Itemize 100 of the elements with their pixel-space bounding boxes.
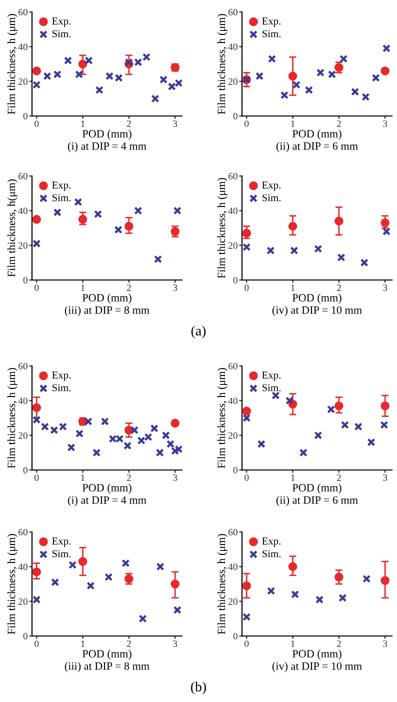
- point: [242, 612, 251, 621]
- y-axis-title: Film thickness, h (μm): [217, 368, 228, 468]
- y-tick-label: 60: [228, 172, 238, 180]
- point: [32, 214, 42, 224]
- point: [354, 422, 362, 431]
- point: [170, 580, 180, 588]
- text: (iv) at DIP = 10 mm: [272, 662, 362, 672]
- y-tick-label: 40: [228, 44, 238, 50]
- point: [267, 586, 276, 595]
- point: [123, 442, 132, 450]
- x-tick-label: 2: [336, 474, 341, 481]
- point: [382, 44, 391, 52]
- point: [53, 208, 62, 216]
- point: [272, 391, 280, 400]
- text: (i) at DIP = 4 mm: [68, 142, 146, 152]
- y-tick-label: 40: [228, 564, 238, 570]
- y-tick-label: 20: [18, 598, 28, 605]
- point: [95, 86, 104, 94]
- y-axis-title: Film thickness, h (μm): [217, 534, 228, 634]
- point: [327, 405, 336, 414]
- legend-label: Sim.: [52, 30, 70, 38]
- legend-label: Exp.: [52, 538, 70, 547]
- y-tick-label: 40: [18, 44, 28, 50]
- point: [242, 414, 251, 422]
- point: [291, 590, 300, 598]
- point: [382, 227, 391, 236]
- x-tick-label: 2: [126, 120, 131, 127]
- point: [114, 226, 122, 234]
- point: [288, 562, 298, 572]
- y-tick-label: 0: [233, 112, 238, 120]
- y-axis-title: Film thickness, h (μm): [7, 368, 18, 468]
- x-tick-label: 1: [81, 120, 85, 127]
- y-tick-label: 0: [23, 466, 28, 474]
- text: (iv) at DIP = 10 mm: [272, 306, 362, 316]
- legend-label: Sim.: [52, 384, 70, 392]
- x-tick-label: 0: [244, 640, 249, 648]
- point: [162, 431, 170, 440]
- text: (ii) at DIP = 6 mm: [276, 142, 358, 152]
- point: [32, 567, 42, 576]
- point: [150, 424, 158, 432]
- x-tick-label: 0: [34, 640, 39, 648]
- point: [285, 396, 294, 405]
- point: [58, 422, 67, 431]
- legend-label: Exp.: [262, 372, 280, 381]
- point: [78, 214, 88, 224]
- point: [380, 218, 390, 228]
- x-tick-label: 2: [336, 284, 341, 291]
- y-tick-label: 40: [228, 208, 238, 214]
- point: [50, 426, 58, 434]
- point: [84, 417, 92, 426]
- y-tick-label: 20: [228, 598, 238, 605]
- y-tick-label: 0: [23, 112, 28, 120]
- point: [142, 53, 151, 62]
- point: [334, 401, 344, 410]
- point: [362, 92, 370, 101]
- x-tick-label: 0: [34, 284, 39, 292]
- y-tick-label: 20: [228, 242, 238, 249]
- x-tick-label: 1: [291, 284, 295, 291]
- point: [334, 216, 344, 226]
- x-axis-title: POD (mm): [292, 294, 342, 304]
- text: (i) at DIP = 4 mm: [68, 496, 146, 506]
- point: [351, 88, 360, 96]
- legend-label: Sim.: [262, 194, 280, 202]
- point: [171, 446, 180, 455]
- legend-label: Exp.: [262, 182, 280, 191]
- y-tick-label: 40: [228, 398, 238, 404]
- x-tick-label: 0: [244, 474, 249, 482]
- point: [334, 572, 344, 582]
- point: [156, 562, 164, 571]
- point: [380, 66, 390, 76]
- point: [367, 438, 376, 446]
- x-tick-label: 1: [81, 474, 85, 481]
- x-tick-label: 3: [173, 120, 178, 128]
- point: [40, 422, 49, 431]
- point: [340, 420, 349, 429]
- point: [316, 68, 325, 77]
- point: [32, 240, 41, 248]
- y-axis-title: Film thickness, h(μm): [7, 179, 18, 277]
- y-tick-label: 60: [18, 8, 28, 16]
- y-tick-label: 0: [23, 632, 28, 640]
- point: [299, 448, 308, 457]
- point: [339, 54, 348, 63]
- x-tick-label: 3: [383, 284, 388, 292]
- y-tick-label: 40: [18, 564, 28, 570]
- point: [154, 255, 162, 264]
- x-tick-label: 1: [291, 120, 295, 127]
- point: [134, 206, 142, 215]
- x-axis-title: POD (mm): [82, 294, 132, 304]
- text: (iii) at DIP = 8 mm: [64, 662, 150, 672]
- point: [338, 594, 347, 602]
- x-tick-label: 1: [291, 640, 295, 647]
- point: [255, 72, 264, 80]
- y-tick-label: 40: [18, 398, 28, 404]
- x-tick-label: 1: [81, 284, 85, 291]
- point: [360, 258, 368, 267]
- point: [86, 582, 95, 590]
- legend-label: Exp.: [52, 18, 70, 27]
- x-tick-label: 2: [336, 640, 341, 647]
- point: [78, 557, 88, 566]
- point: [67, 443, 76, 452]
